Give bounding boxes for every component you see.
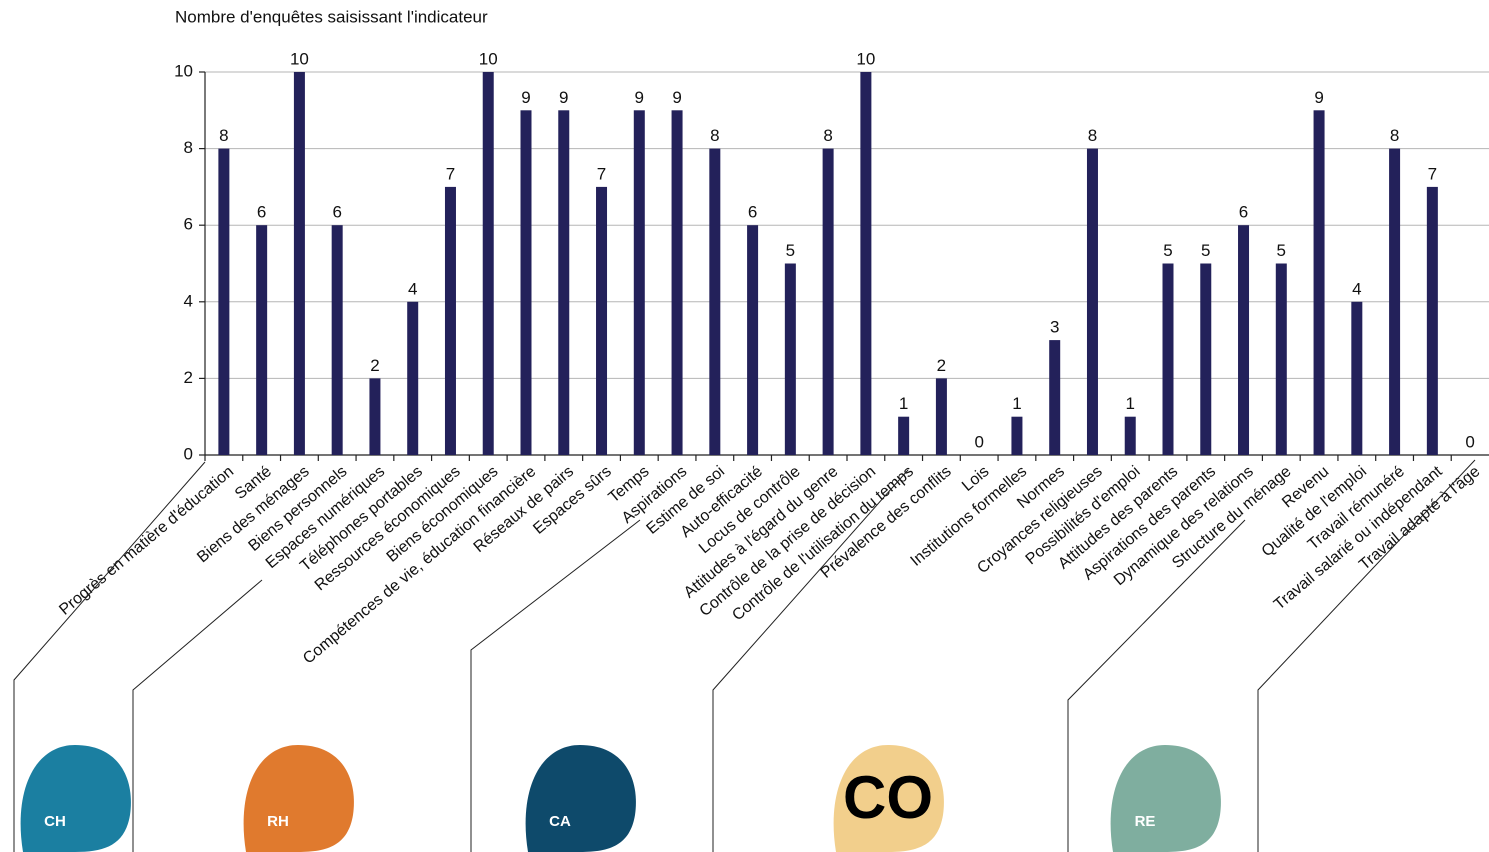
y-tick-label: 6 [184, 215, 193, 234]
group-icon [1110, 745, 1221, 852]
group-icon [525, 745, 636, 852]
value-label: 6 [1239, 203, 1248, 222]
group-divider [712, 469, 909, 852]
group-divider [1257, 459, 1476, 852]
value-label: 5 [1201, 241, 1210, 260]
bar [747, 225, 759, 455]
bar [1200, 263, 1212, 455]
value-label: 9 [672, 88, 681, 107]
value-label: 8 [1390, 126, 1399, 145]
bar [898, 416, 910, 455]
group-label: CA [549, 813, 571, 830]
value-label: 7 [597, 164, 606, 183]
group-label: CO [843, 764, 933, 831]
bar [256, 225, 268, 455]
value-label: 3 [1050, 318, 1059, 337]
value-label: 9 [635, 88, 644, 107]
bar [596, 186, 608, 455]
value-label: 9 [1314, 88, 1323, 107]
value-label: 6 [748, 203, 757, 222]
group-label: RH [267, 813, 289, 830]
value-label: 1 [1126, 394, 1135, 413]
value-label: 5 [786, 241, 795, 260]
y-tick-label: 0 [184, 444, 193, 463]
bar [218, 148, 230, 455]
value-label: 8 [1088, 126, 1097, 145]
value-label: 2 [370, 356, 379, 375]
bar [1162, 263, 1174, 455]
group-icon [20, 745, 131, 852]
bar [1124, 416, 1136, 455]
group-divider [1067, 519, 1246, 852]
y-tick-label: 8 [184, 138, 193, 157]
bar [935, 378, 947, 455]
bar [482, 72, 494, 455]
bar [331, 225, 343, 455]
bar [369, 378, 381, 455]
value-label: 6 [332, 203, 341, 222]
bar [1049, 340, 1061, 455]
value-label: 8 [219, 126, 228, 145]
value-label: 9 [559, 88, 568, 107]
bar [1313, 110, 1325, 456]
bar [1351, 301, 1363, 455]
value-label: 10 [290, 49, 309, 68]
value-label: 7 [446, 164, 455, 183]
group-divider [132, 579, 263, 852]
value-label: 2 [937, 356, 946, 375]
bar [1238, 225, 1250, 455]
bar [1011, 416, 1023, 455]
y-tick-label: 10 [174, 61, 193, 80]
value-label: 10 [479, 49, 498, 68]
value-label: 1 [899, 394, 908, 413]
bar [407, 301, 419, 455]
bar [558, 110, 570, 456]
value-label: 7 [1428, 164, 1437, 183]
value-label: 0 [1465, 432, 1474, 451]
value-label: 8 [823, 126, 832, 145]
group-divider [13, 461, 206, 852]
value-label: 4 [408, 279, 417, 298]
value-label: 6 [257, 203, 266, 222]
bar [1086, 148, 1098, 455]
value-label: 1 [1012, 394, 1021, 413]
bar [1389, 148, 1401, 455]
value-label: 10 [856, 49, 875, 68]
group-icon [833, 745, 944, 852]
bar [444, 186, 456, 455]
bar [709, 148, 721, 455]
value-label: 0 [974, 432, 983, 451]
value-label: 5 [1277, 241, 1286, 260]
bar [520, 110, 532, 456]
y-tick-label: 2 [184, 368, 193, 387]
bar [784, 263, 796, 455]
group-divider [470, 519, 641, 852]
bar [293, 72, 305, 455]
value-label: 9 [521, 88, 530, 107]
group-label: RE [1135, 813, 1156, 830]
bar [1426, 186, 1438, 455]
value-label: 4 [1352, 279, 1361, 298]
value-label: 5 [1163, 241, 1172, 260]
bar [1275, 263, 1287, 455]
value-label: 8 [710, 126, 719, 145]
y-axis-label: Nombre d'enquêtes saisissant l'indicateu… [175, 7, 488, 26]
group-label: CH [44, 813, 66, 830]
bar [822, 148, 834, 455]
bar [671, 110, 683, 456]
bar [633, 110, 645, 456]
bar [860, 72, 872, 455]
group-icon [243, 745, 354, 852]
y-tick-label: 4 [184, 291, 193, 310]
